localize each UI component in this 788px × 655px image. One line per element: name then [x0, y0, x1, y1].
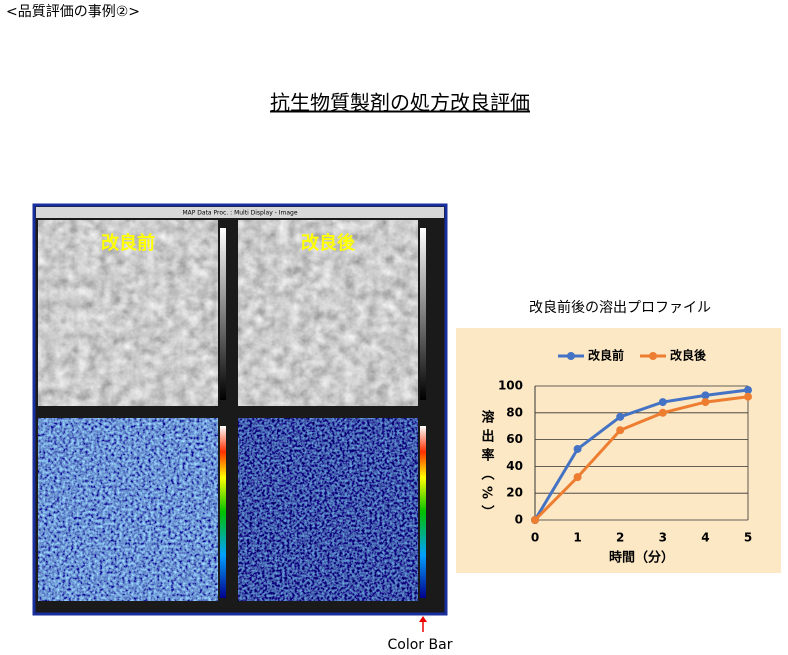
data-point — [658, 408, 667, 417]
y-tick-label: 80 — [506, 405, 523, 419]
series-line — [533, 395, 749, 522]
y-tick-label: 40 — [506, 459, 523, 473]
chart-background — [456, 328, 781, 573]
after-label: 改良後 — [301, 232, 356, 254]
x-tick-label: 4 — [701, 531, 709, 545]
data-point — [658, 398, 667, 407]
y-tick-label: 100 — [498, 379, 523, 393]
legend-label: 改良前 — [588, 348, 624, 363]
header-label: <品質評価の事例②> — [6, 4, 140, 20]
x-axis-label: 時間（分） — [609, 550, 674, 566]
chart: 0 20 40 60 80 100 0 1 2 3 4 5 時間（分） 溶出率（%） 改良前 改良後 — [479, 348, 753, 566]
data-point — [531, 516, 539, 524]
data-point — [616, 426, 625, 435]
y-tick-label: 0 — [515, 513, 523, 527]
legend-marker — [649, 352, 657, 360]
y-tick-label: 20 — [506, 486, 523, 500]
x-tick-label: 1 — [573, 531, 581, 545]
data-point — [573, 473, 582, 482]
page-title: 抗生物質製剤の処方改良評価 — [270, 91, 530, 115]
image-panel: MAP Data Proc. : Multi Display - Image 改… — [32, 203, 448, 616]
data-point — [701, 398, 710, 407]
legend-marker — [567, 352, 575, 360]
x-tick-label: 3 — [659, 531, 667, 545]
data-point — [744, 392, 752, 401]
window-title: MAP Data Proc. : Multi Display - Image — [182, 210, 297, 217]
data-point — [701, 391, 710, 400]
legend-label: 改良後 — [670, 348, 707, 363]
data-point — [616, 412, 625, 421]
data-point — [744, 386, 752, 395]
before-label: 改良前 — [101, 232, 155, 254]
x-tick-label: 2 — [616, 531, 624, 545]
chart-title: 改良前後の溶出プロファイル — [529, 299, 711, 316]
x-tick-label: 0 — [531, 531, 539, 545]
y-axis-label: 溶出率（%） — [479, 409, 496, 524]
series-line — [533, 388, 749, 521]
data-point — [573, 444, 582, 453]
color-bar-annotation: Color Bar — [388, 637, 453, 653]
y-tick-label: 60 — [506, 432, 523, 446]
x-tick-label: 5 — [744, 531, 752, 545]
